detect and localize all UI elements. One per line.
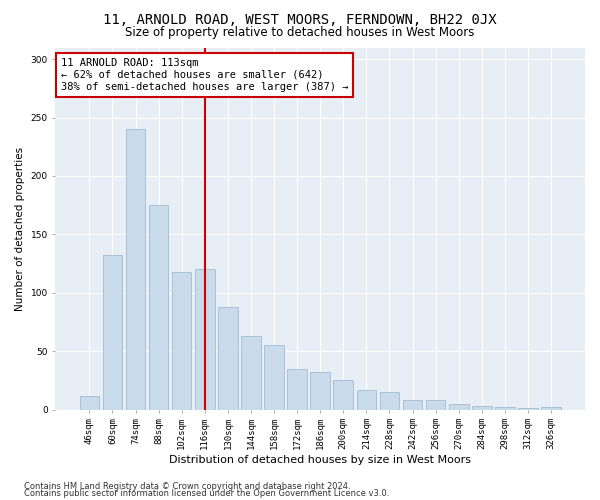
Text: 11 ARNOLD ROAD: 113sqm
← 62% of detached houses are smaller (642)
38% of semi-de: 11 ARNOLD ROAD: 113sqm ← 62% of detached… <box>61 58 348 92</box>
Bar <box>426 400 445 409</box>
Bar <box>264 346 284 410</box>
Bar <box>172 272 191 409</box>
Bar <box>149 205 169 410</box>
Text: Contains HM Land Registry data © Crown copyright and database right 2024.: Contains HM Land Registry data © Crown c… <box>24 482 350 491</box>
Bar <box>287 368 307 410</box>
Bar <box>518 408 538 410</box>
Bar <box>218 307 238 410</box>
Bar <box>310 372 330 410</box>
X-axis label: Distribution of detached houses by size in West Moors: Distribution of detached houses by size … <box>169 455 471 465</box>
Text: 11, ARNOLD ROAD, WEST MOORS, FERNDOWN, BH22 0JX: 11, ARNOLD ROAD, WEST MOORS, FERNDOWN, B… <box>103 12 497 26</box>
Bar <box>80 396 99 409</box>
Bar <box>125 130 145 409</box>
Bar <box>403 400 422 409</box>
Bar <box>449 404 469 409</box>
Bar <box>472 406 491 409</box>
Bar <box>334 380 353 410</box>
Bar <box>541 407 561 410</box>
Text: Size of property relative to detached houses in West Moors: Size of property relative to detached ho… <box>125 26 475 39</box>
Bar <box>241 336 261 409</box>
Text: Contains public sector information licensed under the Open Government Licence v3: Contains public sector information licen… <box>24 490 389 498</box>
Bar <box>103 256 122 410</box>
Bar <box>380 392 400 409</box>
Bar <box>495 407 515 410</box>
Y-axis label: Number of detached properties: Number of detached properties <box>15 146 25 310</box>
Bar <box>195 270 215 410</box>
Bar <box>356 390 376 409</box>
